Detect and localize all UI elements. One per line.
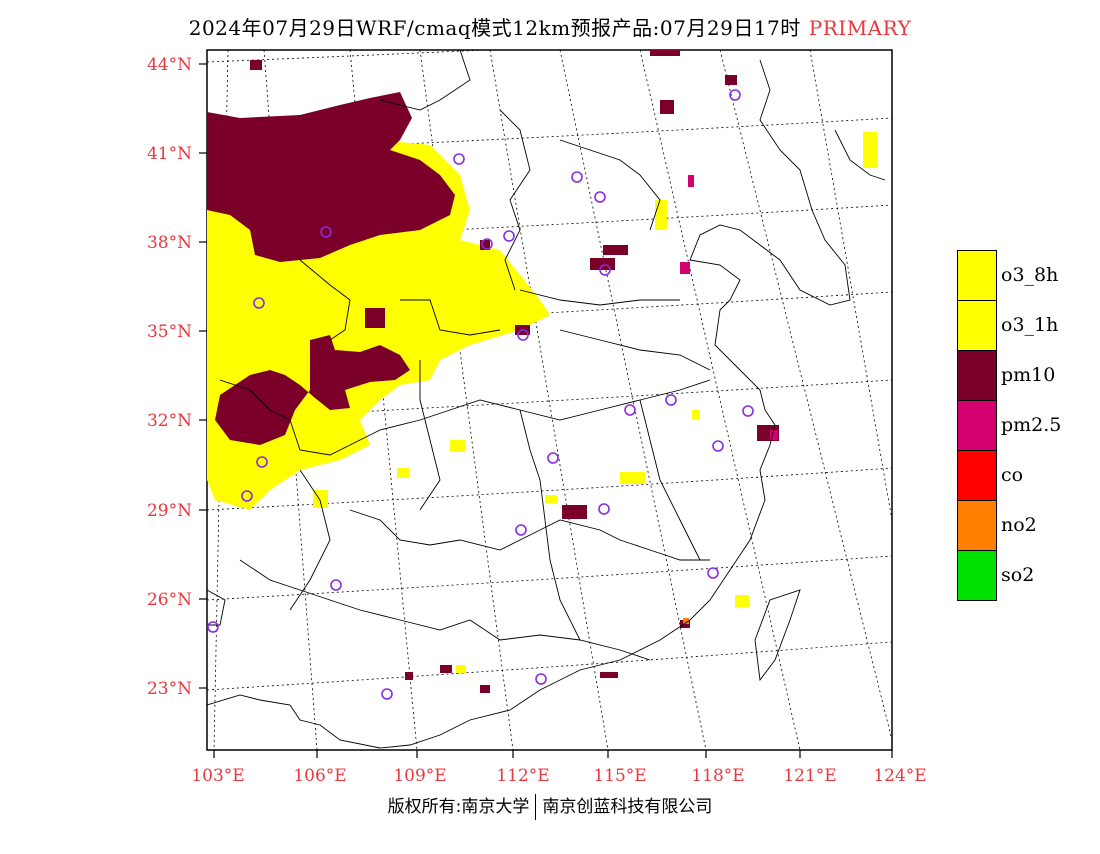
legend-label: o3_8h xyxy=(1001,264,1059,286)
legend-swatch xyxy=(957,400,997,451)
boundaries xyxy=(207,50,886,749)
legend-label: o3_1h xyxy=(1001,314,1059,336)
legend-label: pm2.5 xyxy=(1001,414,1062,436)
lat-label: 44°N xyxy=(147,55,192,75)
legend-label: no2 xyxy=(1001,514,1037,536)
legend-swatch xyxy=(957,250,997,301)
no2-region xyxy=(683,618,689,624)
copyright-footer: 版权所有:南京大学 南京创蓝科技有限公司 xyxy=(0,792,1100,820)
lon-label: 103°E xyxy=(191,766,244,786)
lon-label: 124°E xyxy=(873,766,926,786)
legend-swatch xyxy=(957,350,997,401)
legend-label: co xyxy=(1001,464,1024,486)
lat-label: 29°N xyxy=(147,501,192,521)
lat-label: 38°N xyxy=(147,233,192,253)
lon-label: 118°E xyxy=(691,766,744,786)
copyright-owner: 版权所有:南京大学 xyxy=(387,797,530,817)
legend-swatch xyxy=(957,300,997,351)
lat-label: 41°N xyxy=(147,144,192,164)
footer-divider xyxy=(535,794,537,820)
lon-label: 109°E xyxy=(393,766,446,786)
legend-swatch xyxy=(957,450,997,501)
lon-label: 112°E xyxy=(496,766,549,786)
pm10-region xyxy=(207,50,779,693)
lon-label: 121°E xyxy=(783,766,836,786)
lat-label: 35°N xyxy=(147,322,192,342)
lon-label: 106°E xyxy=(293,766,346,786)
map-title: 2024年07月29日WRF/cmaq模式12km预报产品:07月29日17时 P… xyxy=(0,12,1100,41)
latitude-labels: 44°N 41°N 38°N 35°N 32°N 29°N 26°N 23°N xyxy=(147,55,192,699)
legend-label: pm10 xyxy=(1001,364,1056,386)
axis-ticks xyxy=(199,63,893,758)
copyright-company: 南京创蓝科技有限公司 xyxy=(542,797,713,817)
lat-label: 23°N xyxy=(147,679,192,699)
primary-tag: PRIMARY xyxy=(808,16,912,40)
lat-label: 32°N xyxy=(147,411,192,431)
title-text: 2024年07月29日WRF/cmaq模式12km预报产品:07月29日17时 xyxy=(188,16,801,40)
legend-swatch xyxy=(957,550,997,601)
pm25-region xyxy=(680,175,778,440)
station-markers xyxy=(207,89,754,700)
longitude-labels: 103°E 106°E 109°E 112°E 115°E 118°E 121°… xyxy=(191,766,926,786)
legend-label: so2 xyxy=(1001,564,1035,586)
lat-label: 26°N xyxy=(147,590,192,610)
legend-swatch xyxy=(957,500,997,551)
lon-label: 115°E xyxy=(593,766,646,786)
